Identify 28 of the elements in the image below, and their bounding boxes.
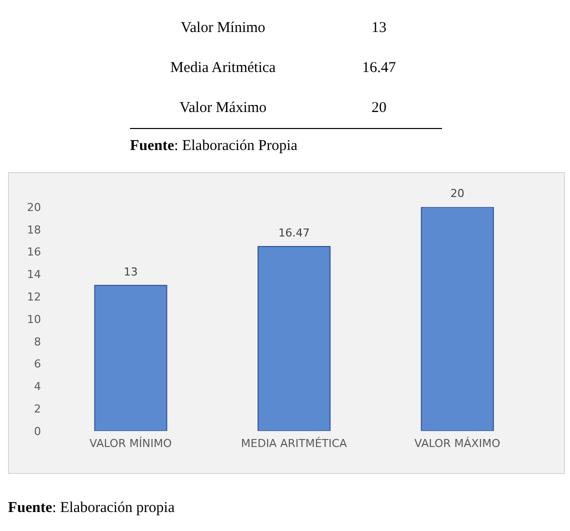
- y-tick-label: 0: [34, 424, 41, 438]
- text: Media Aritmética: [169, 60, 277, 76]
- bar: [94, 284, 168, 431]
- y-tick-label: 6: [34, 358, 41, 371]
- y-tick-label: 16: [27, 246, 41, 259]
- y-tick-label: 12: [27, 290, 41, 304]
- x-tick-label: VALOR MÍNIMO: [90, 436, 172, 450]
- text: Valor Mínimo: [180, 20, 266, 36]
- data-label: 16.47: [278, 226, 310, 240]
- bar: [258, 246, 331, 431]
- x-tick-label: MEDIA ARITMÉTICA: [241, 436, 348, 450]
- text: 13: [370, 20, 388, 36]
- y-tick-label: 2: [34, 402, 41, 416]
- y-tick-label: 20: [27, 200, 41, 214]
- y-tick-label: 8: [34, 335, 41, 348]
- source-note: Fuente: Elaboración Propia: [130, 138, 298, 155]
- data-label: 13: [124, 265, 138, 278]
- source-note: Fuente: Elaboración propia: [8, 500, 175, 517]
- y-tick-label: 18: [27, 223, 41, 236]
- y-tick-label: 14: [27, 268, 41, 282]
- bar: [420, 207, 494, 431]
- text: 20: [370, 100, 388, 116]
- y-tick-label: 4: [34, 380, 41, 394]
- text: Valor Máximo: [178, 100, 268, 116]
- data-label: 20: [450, 187, 464, 200]
- y-tick-label: 10: [27, 312, 41, 326]
- x-tick-label: VALOR MÁXIMO: [414, 436, 501, 450]
- text: 16.47: [361, 60, 397, 76]
